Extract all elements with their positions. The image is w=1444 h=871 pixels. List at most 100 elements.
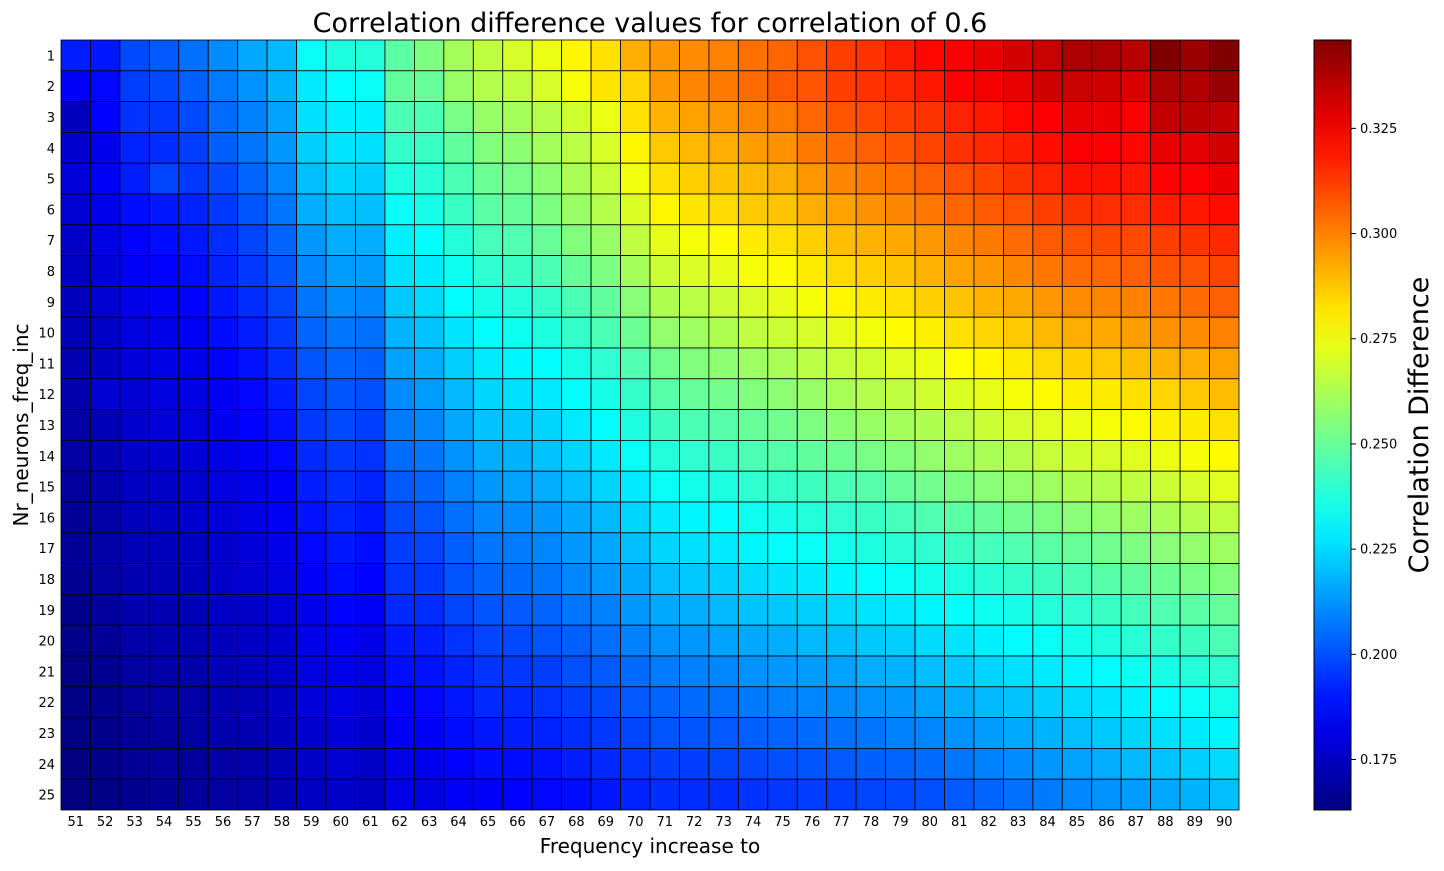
heatmap-cell-17-59 [296,532,327,564]
heatmap-cell-14-74 [737,439,769,472]
heatmap-cell-8-74 [737,255,769,287]
heatmap-cell-20-65 [472,624,504,657]
heatmap-cell-6-71 [649,193,680,226]
heatmap-cell-8-60 [325,255,356,287]
heatmap-cell-3-89 [1179,101,1210,133]
heatmap-cell-7-66 [502,224,533,257]
heatmap-cell-25-71 [649,778,680,811]
x-tick-label: 75 [774,815,791,830]
heatmap-cell-2-51 [60,70,91,103]
heatmap-cell-1-73 [708,39,739,72]
x-tick-label: 54 [156,815,173,830]
heatmap-cell-21-84 [1032,655,1063,688]
heatmap-cell-6-72 [679,193,710,226]
heatmap-cell-3-63 [413,101,445,133]
heatmap-cell-6-76 [796,193,828,226]
heatmap-cell-11-83 [1003,347,1034,380]
heatmap-cell-14-86 [1091,439,1122,472]
heatmap-cell-10-73 [708,316,739,349]
heatmap-cell-14-78 [855,439,887,472]
heatmap-cell-23-80 [914,717,945,749]
heatmap-cell-19-78 [855,594,887,626]
heatmap-cell-22-56 [207,686,239,718]
x-tick-label: 85 [1069,815,1086,830]
heatmap-cell-4-52 [90,131,121,164]
heatmap-cell-8-66 [502,255,533,287]
heatmap-cell-16-79 [885,501,916,534]
x-tick-label: 67 [539,815,556,830]
heatmap-cell-25-66 [502,778,533,811]
heatmap-cell-18-64 [443,563,474,595]
heatmap-cell-19-85 [1061,594,1093,626]
heatmap-cell-18-55 [178,563,209,595]
heatmap-cell-10-87 [1120,316,1152,349]
heatmap-cell-12-75 [767,378,798,410]
heatmap-cell-23-67 [531,717,563,749]
heatmap-cell-23-84 [1032,717,1063,749]
heatmap-cell-1-83 [1003,39,1034,72]
heatmap-cell-8-83 [1003,255,1034,287]
heatmap-cell-19-70 [620,594,651,626]
heatmap-cell-15-65 [472,470,504,503]
heatmap-cell-25-52 [90,778,121,811]
heatmap-cell-13-61 [355,409,386,441]
heatmap-cell-9-52 [90,285,121,318]
heatmap-cell-19-87 [1120,594,1152,626]
heatmap-cell-3-54 [148,101,180,133]
heatmap-cell-11-89 [1179,347,1210,380]
heatmap-cell-10-90 [1209,316,1240,349]
heatmap-cell-11-53 [119,347,150,380]
heatmap-cell-23-59 [296,717,327,749]
heatmap-cell-12-82 [973,378,1004,410]
heatmap-cell-16-78 [855,501,887,534]
heatmap-cell-8-75 [767,255,798,287]
heatmap-cell-5-84 [1032,162,1063,195]
x-tick-label: 51 [67,815,84,830]
heatmap-cell-7-78 [855,224,887,257]
heatmap-cell-17-67 [531,532,563,564]
heatmap-cell-4-69 [590,131,621,164]
heatmap-cell-21-67 [531,655,563,688]
heatmap-cell-14-66 [502,439,533,472]
heatmap-cell-19-80 [914,594,945,626]
heatmap-cell-18-56 [207,563,239,595]
heatmap-cell-14-53 [119,439,150,472]
x-tick-label: 88 [1157,815,1174,830]
heatmap-cell-21-70 [620,655,651,688]
heatmap-cell-4-78 [855,131,887,164]
heatmap-cell-19-79 [885,594,916,626]
heatmap-cell-22-60 [325,686,356,718]
heatmap-cell-6-78 [855,193,887,226]
heatmap-cell-6-70 [620,193,651,226]
heatmap-cell-21-89 [1179,655,1210,688]
heatmap-cell-13-57 [237,409,268,441]
heatmap-cell-17-74 [737,532,769,564]
heatmap-cell-1-60 [325,39,356,72]
colorbar-tick-label: 0.275 [1360,332,1397,347]
heatmap-cell-20-90 [1209,624,1240,657]
heatmap-cell-18-54 [148,563,180,595]
heatmap-cell-4-86 [1091,131,1122,164]
heatmap-cell-21-72 [679,655,710,688]
heatmap-cell-3-59 [296,101,327,133]
heatmap-cell-19-75 [767,594,798,626]
heatmap-cell-15-85 [1061,470,1093,503]
heatmap-cell-10-88 [1150,316,1181,349]
heatmap-cell-25-59 [296,778,327,811]
heatmap-cell-7-81 [944,224,975,257]
heatmap-cell-2-83 [1003,70,1034,103]
heatmap-cell-17-80 [914,532,945,564]
heatmap-cell-8-71 [649,255,680,287]
heatmap-cell-7-62 [384,224,415,257]
heatmap-cell-5-72 [679,162,710,195]
heatmap-cell-4-51 [60,131,91,164]
heatmap-cell-6-84 [1032,193,1063,226]
heatmap-cell-11-78 [855,347,887,380]
heatmap-cell-15-52 [90,470,121,503]
heatmap-cell-9-72 [679,285,710,318]
heatmap-cell-21-65 [472,655,504,688]
heatmap-cell-8-86 [1091,255,1122,287]
heatmap-cell-13-58 [266,409,297,441]
heatmap-cell-24-66 [502,748,533,780]
heatmap-cell-3-87 [1120,101,1152,133]
